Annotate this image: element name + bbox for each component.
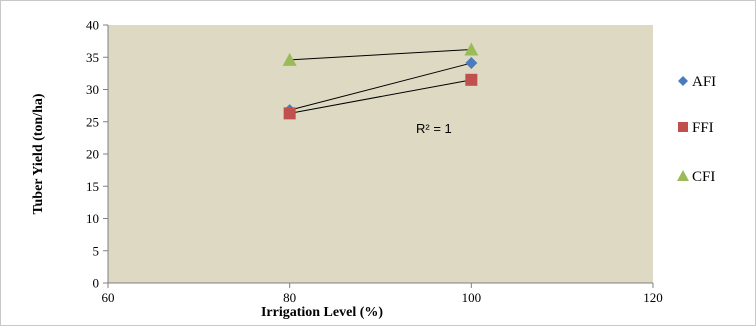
y-tick-label: 20 [86,147,99,162]
y-tick-label: 0 [93,276,100,291]
x-tick-label: 100 [462,290,482,305]
y-tick-label: 30 [86,82,99,97]
plot-area [108,25,653,283]
point-cfi [282,52,297,66]
trendline-ffi [289,79,472,114]
legend-marker-ffi [678,122,688,132]
y-axis-title: Tuber Yield (ton/ha) [31,93,46,214]
r-squared-annotation: R² = 1 [416,121,452,136]
legend-marker-cfi [677,170,689,181]
legend-label: FFI [692,120,714,136]
legend-item-cfi: CFI [677,169,715,185]
point-cfi [464,42,479,56]
legend-label: AFI [692,74,716,90]
trendlines [289,49,472,114]
y-tick-label: 15 [86,179,99,194]
x-axis-title: Irrigation Level (%) [261,305,383,320]
y-tick-label: 10 [86,211,99,226]
y-tick-label: 5 [93,243,100,258]
legend-item-ffi: FFI [678,120,714,136]
legend-marker-afi [678,76,688,86]
point-afi [465,57,478,70]
data-markers [282,42,479,120]
y-tick-label: 35 [86,50,99,65]
trendline-cfi [289,49,472,61]
x-tick-label: 60 [102,290,115,305]
point-ffi [465,73,478,86]
x-tick-label: 120 [643,290,663,305]
y-tick-label: 40 [86,18,99,33]
y-tick-label: 25 [86,114,99,129]
legend-label: CFI [692,169,715,185]
point-ffi [283,107,296,120]
tick-labels: 0 5 10 15 20 25 30 35 40 60 80 100 120 [86,18,663,306]
legend-item-afi: AFI [678,74,716,90]
trendline-afi [289,62,472,111]
legend: AFI FFI CFI [677,74,716,185]
x-tick-label: 80 [283,290,296,305]
axes [103,24,654,288]
